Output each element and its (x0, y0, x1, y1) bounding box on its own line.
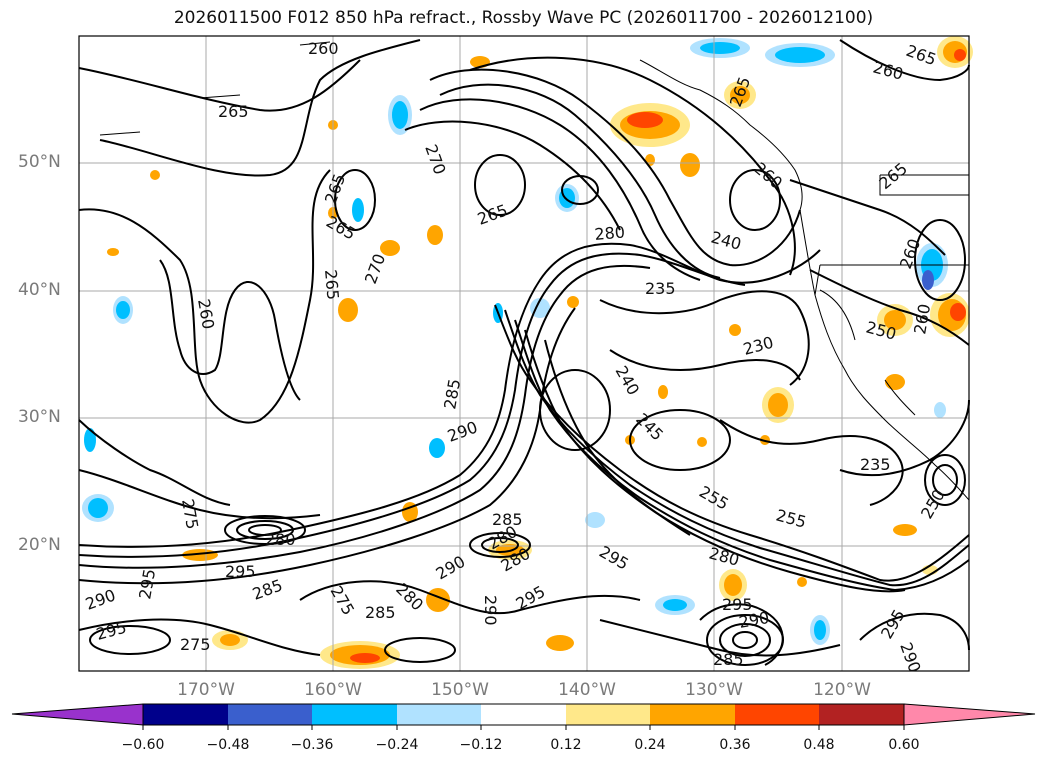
colorbar-bin (650, 704, 735, 725)
colorbar-tick-label: 0.48 (803, 737, 835, 753)
contour-label: 235 (860, 455, 891, 474)
contour-label: 265 (218, 102, 249, 121)
lat-label-40n: 40°N (18, 280, 61, 300)
contour-label: 295 (225, 562, 256, 581)
colorbar-bin (312, 704, 397, 725)
plot-border (78, 35, 970, 672)
contour-label: 295 (722, 595, 753, 614)
lat-label-50n: 50°N (18, 152, 61, 172)
colorbar-bin (566, 704, 650, 725)
refractivity-contours (78, 39, 970, 666)
colorbar-tick-label: 0.60 (888, 737, 920, 753)
colorbar-tick-label: −0.24 (375, 737, 419, 753)
colorbar-tick-label: 0.24 (634, 737, 666, 753)
coastlines (99, 41, 970, 501)
map-title: 2026011500 F012 850 hPa refract., Rossby… (173, 8, 874, 28)
colorbar-bin (735, 704, 819, 725)
colorbar-bin (143, 704, 228, 725)
contour-label: 285 (713, 650, 744, 669)
contour-label: 290 (481, 595, 500, 626)
lon-label-130w: 130°W (685, 680, 743, 700)
colorbar-tick-label: 0.36 (719, 737, 751, 753)
colorbar-extend-high (903, 703, 1036, 726)
colorbar-bin (397, 704, 481, 725)
contour-label: 275 (180, 635, 211, 654)
colorbar-tick-label: 0.12 (550, 737, 582, 753)
lon-label-160w: 160°W (304, 680, 362, 700)
colorbar-tick-label: −0.12 (459, 737, 503, 753)
colorbar-tick-label: −0.36 (290, 737, 334, 753)
contour-label: 280 (594, 222, 626, 244)
lon-label-120w: 120°W (813, 680, 871, 700)
contour-label: 260 (308, 39, 339, 58)
grid-lines (79, 36, 969, 671)
lat-label-30n: 30°N (18, 407, 61, 427)
contour-label: 280 (265, 530, 296, 549)
contour-label: 285 (365, 603, 396, 622)
colorbar-bin (819, 704, 904, 725)
colorbar-bin (481, 704, 566, 725)
plot-area (79, 36, 969, 671)
lon-label-140w: 140°W (558, 680, 616, 700)
contour-label: 265 (321, 269, 343, 301)
lon-label-170w: 170°W (177, 680, 235, 700)
lat-label-20n: 20°N (18, 535, 61, 555)
colorbar-bin (228, 704, 312, 725)
contour-label: 285 (492, 510, 523, 529)
colorbar-frame (142, 703, 905, 726)
lon-label-150w: 150°W (431, 680, 489, 700)
contour-label: 235 (645, 279, 676, 298)
colorbar-tick-label: −0.60 (121, 737, 165, 753)
colorbar-extend-low (11, 703, 144, 726)
colorbar (11, 703, 1036, 730)
colorbar-tick-label: −0.48 (206, 737, 250, 753)
